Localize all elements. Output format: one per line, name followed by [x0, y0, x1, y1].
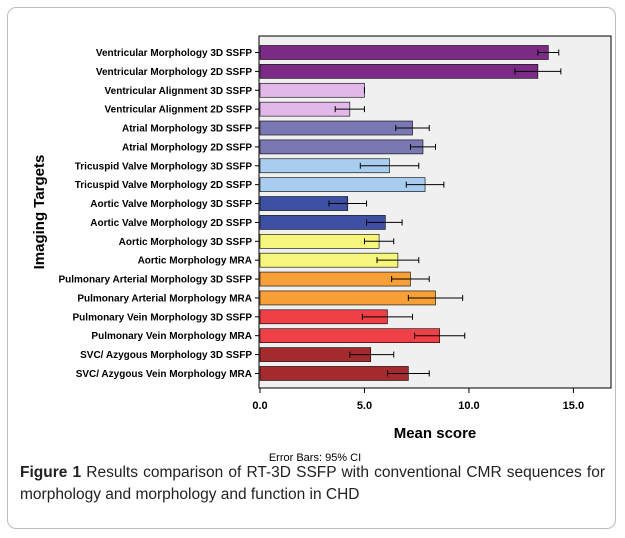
bar: [259, 64, 539, 79]
category-label: Pulmonary Arterial Morphology 3D SSFP: [58, 275, 252, 286]
bar: [259, 45, 549, 60]
x-tick-label: 5.0: [357, 400, 372, 412]
category-label: SVC/ Azygous Morphology 3D SSFP: [80, 350, 252, 361]
bar: [259, 139, 424, 155]
category-label: Aortic Morphology 3D SSFP: [119, 237, 253, 248]
x-axis: 0.0 5.0 10.0 15.0: [252, 388, 584, 412]
bar-chart: Ventricular Morphology 3D SSFP Ventricula…: [31, 35, 612, 464]
category-label: Ventricular Alignment 3D SSFP: [105, 86, 253, 97]
category-label: Pulmonary Vein Morphology MRA: [91, 331, 252, 342]
category-label: Atrial Morphology 3D SSFP: [122, 124, 252, 135]
y-axis-label: Imaging Targets: [31, 155, 48, 270]
caption-text: Results comparison of RT-3D SSFP with co…: [20, 464, 605, 503]
figure-caption: Figure 1 Results comparison of RT-3D SSF…: [20, 462, 605, 506]
bar: [259, 82, 365, 98]
caption-label: Figure 1: [20, 464, 82, 481]
category-label: Ventricular Morphology 2D SSFP: [96, 67, 252, 78]
category-labels: Ventricular Morphology 3D SSFP Ventricula…: [58, 48, 259, 380]
bar: [259, 177, 426, 192]
error-bars-note: Error Bars: 95% CI: [269, 452, 361, 464]
category-label: Pulmonary Arterial Morphology MRA: [77, 293, 252, 304]
bar: [259, 328, 440, 344]
category-label: Ventricular Alignment 2D SSFP: [105, 105, 253, 116]
x-tick-label: 15.0: [563, 400, 584, 412]
category-label: Aortic Morphology MRA: [138, 256, 252, 267]
category-label: SVC/ Azygous Vein Morphology MRA: [76, 369, 252, 380]
category-label: Aortic Valve Morphology 3D SSFP: [90, 199, 252, 210]
bar: [259, 120, 413, 136]
bar: [259, 234, 380, 249]
bar: [259, 271, 411, 287]
bars-layer: [259, 45, 562, 381]
category-label: Atrial Morphology 2D SSFP: [122, 142, 252, 153]
category-label: Aortic Valve Morphology 2D SSFP: [90, 218, 252, 229]
bar: [259, 366, 409, 381]
x-axis-label: Mean score: [394, 425, 477, 442]
category-label: Tricuspid Valve Morphology 3D SSFP: [75, 161, 253, 172]
category-label: Tricuspid Valve Morphology 2D SSFP: [75, 180, 253, 191]
x-tick-label: 10.0: [458, 400, 479, 412]
category-label: Pulmonary Vein Morphology 3D SSFP: [73, 312, 253, 323]
category-label: Ventricular Morphology 3D SSFP: [96, 48, 252, 59]
x-tick-label: 0.0: [252, 400, 267, 412]
